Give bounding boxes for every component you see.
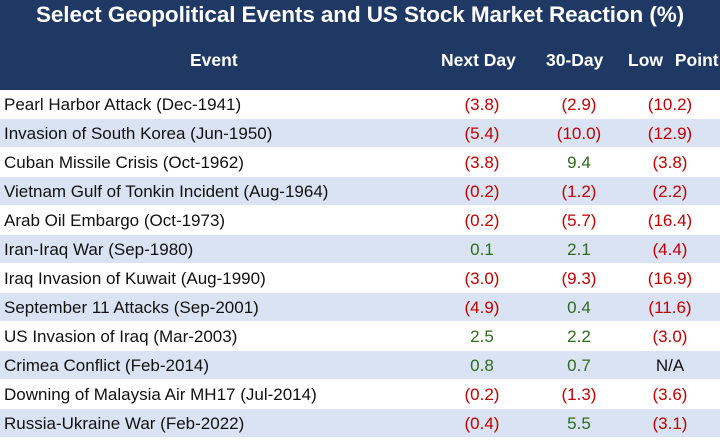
column-header-30-day: 30-Day [546, 50, 604, 70]
thirty-day-cell: (10.0) [556, 124, 602, 143]
table-row: Russia-Ukraine War (Feb-2022) (0.4) 5.5 (3.… [0, 409, 720, 438]
event-cell: September 11 Attacks (Sep-2001) [4, 298, 259, 317]
thirty-day-cell: (1.3) [561, 385, 597, 404]
thirty-day-cell: (5.7) [561, 211, 597, 230]
event-cell: Iraq Invasion of Kuwait (Aug-1990) [4, 269, 266, 288]
event-cell: Invasion of South Korea (Jun-1950) [4, 124, 273, 143]
next-day-cell: 0.1 [470, 240, 494, 259]
thirty-day-cell: 0.4 [567, 298, 591, 317]
event-cell: Russia-Ukraine War (Feb-2022) [4, 414, 245, 433]
next-day-cell: (0.4) [464, 414, 500, 433]
table-row: September 11 Attacks (Sep-2001) (4.9) 0.4 (… [0, 293, 720, 322]
low-point-cell: (3.8) [652, 153, 688, 172]
low-point-cell: (16.9) [647, 269, 693, 288]
next-day-cell: (5.4) [464, 124, 500, 143]
next-day-cell: (4.9) [464, 298, 500, 317]
table-row: Downing of Malaysia Air MH17 (Jul-2014) (… [0, 380, 720, 409]
next-day-cell: (0.2) [464, 182, 500, 201]
event-cell: Vietnam Gulf of Tonkin Incident (Aug-196… [4, 182, 329, 201]
column-header-low-point: Low Point [628, 50, 719, 70]
event-cell: Arab Oil Embargo (Oct-1973) [4, 211, 226, 230]
next-day-cell: (3.8) [464, 153, 500, 172]
table-row: US Invasion of Iraq (Mar-2003) 2.5 2.2 (3.0… [0, 322, 720, 351]
table-row: Invasion of South Korea (Jun-1950) (5.4) (… [0, 119, 720, 148]
event-cell: Iran-Iraq War (Sep-1980) [4, 240, 194, 259]
column-header-event: Event [190, 50, 238, 70]
table-title: Select Geopolitical Events and US Stock … [35, 2, 685, 27]
column-headers: Event Next Day 30-Day Low Point [0, 50, 720, 78]
table-body: Pearl Harbor Attack (Dec-1941) (3.8) (2.9)… [0, 90, 720, 438]
low-point-cell: (4.4) [652, 240, 688, 259]
low-point-cell: (3.6) [652, 385, 688, 404]
thirty-day-cell: (2.9) [561, 95, 597, 114]
thirty-day-cell: (9.3) [561, 269, 597, 288]
low-point-cell: (3.1) [652, 414, 688, 433]
low-point-cell: (3.0) [652, 327, 688, 346]
low-point-cell: (11.6) [648, 298, 692, 317]
next-day-cell: (0.2) [464, 385, 500, 404]
table-row: Cuban Missile Crisis (Oct-1962) (3.8) 9.4 (… [0, 148, 720, 177]
table-row: Iraq Invasion of Kuwait (Aug-1990) (3.0) (… [0, 264, 720, 293]
next-day-cell: 0.8 [470, 356, 494, 375]
low-point-cell: (10.2) [647, 95, 693, 114]
event-cell: Cuban Missile Crisis (Oct-1962) [4, 153, 244, 172]
next-day-cell: 2.5 [470, 327, 494, 346]
event-cell: Downing of Malaysia Air MH17 (Jul-2014) [4, 385, 317, 404]
event-cell: US Invasion of Iraq (Mar-2003) [4, 327, 238, 346]
low-point-cell: (16.4) [647, 211, 693, 230]
low-point-cell: N/A [655, 356, 685, 375]
low-point-cell: (12.9) [647, 124, 693, 143]
table-row: Arab Oil Embargo (Oct-1973) (0.2) (5.7) (16… [0, 206, 720, 235]
low-point-cell: (2.2) [652, 182, 688, 201]
event-cell: Pearl Harbor Attack (Dec-1941) [4, 95, 242, 114]
table-row: Vietnam Gulf of Tonkin Incident (Aug-196… [0, 177, 720, 206]
next-day-cell: (0.2) [464, 211, 500, 230]
thirty-day-cell: 9.4 [567, 153, 591, 172]
table-row: Crimea Conflict (Feb-2014) 0.8 0.7 N/A [0, 351, 720, 380]
thirty-day-cell: (1.2) [561, 182, 597, 201]
thirty-day-cell: 2.2 [567, 327, 591, 346]
event-cell: Crimea Conflict (Feb-2014) [4, 356, 210, 375]
thirty-day-cell: 0.7 [567, 356, 591, 375]
thirty-day-cell: 2.1 [567, 240, 591, 259]
next-day-cell: (3.0) [464, 269, 500, 288]
column-header-next-day: Next Day [441, 50, 516, 70]
thirty-day-cell: 5.5 [567, 414, 591, 433]
table-row: Pearl Harbor Attack (Dec-1941) (3.8) (2.9)… [0, 90, 720, 119]
table-row: Iran-Iraq War (Sep-1980) 0.1 2.1 (4.4) [0, 235, 720, 264]
next-day-cell: (3.8) [464, 95, 500, 114]
table-header: Select Geopolitical Events and US Stock … [0, 0, 720, 90]
